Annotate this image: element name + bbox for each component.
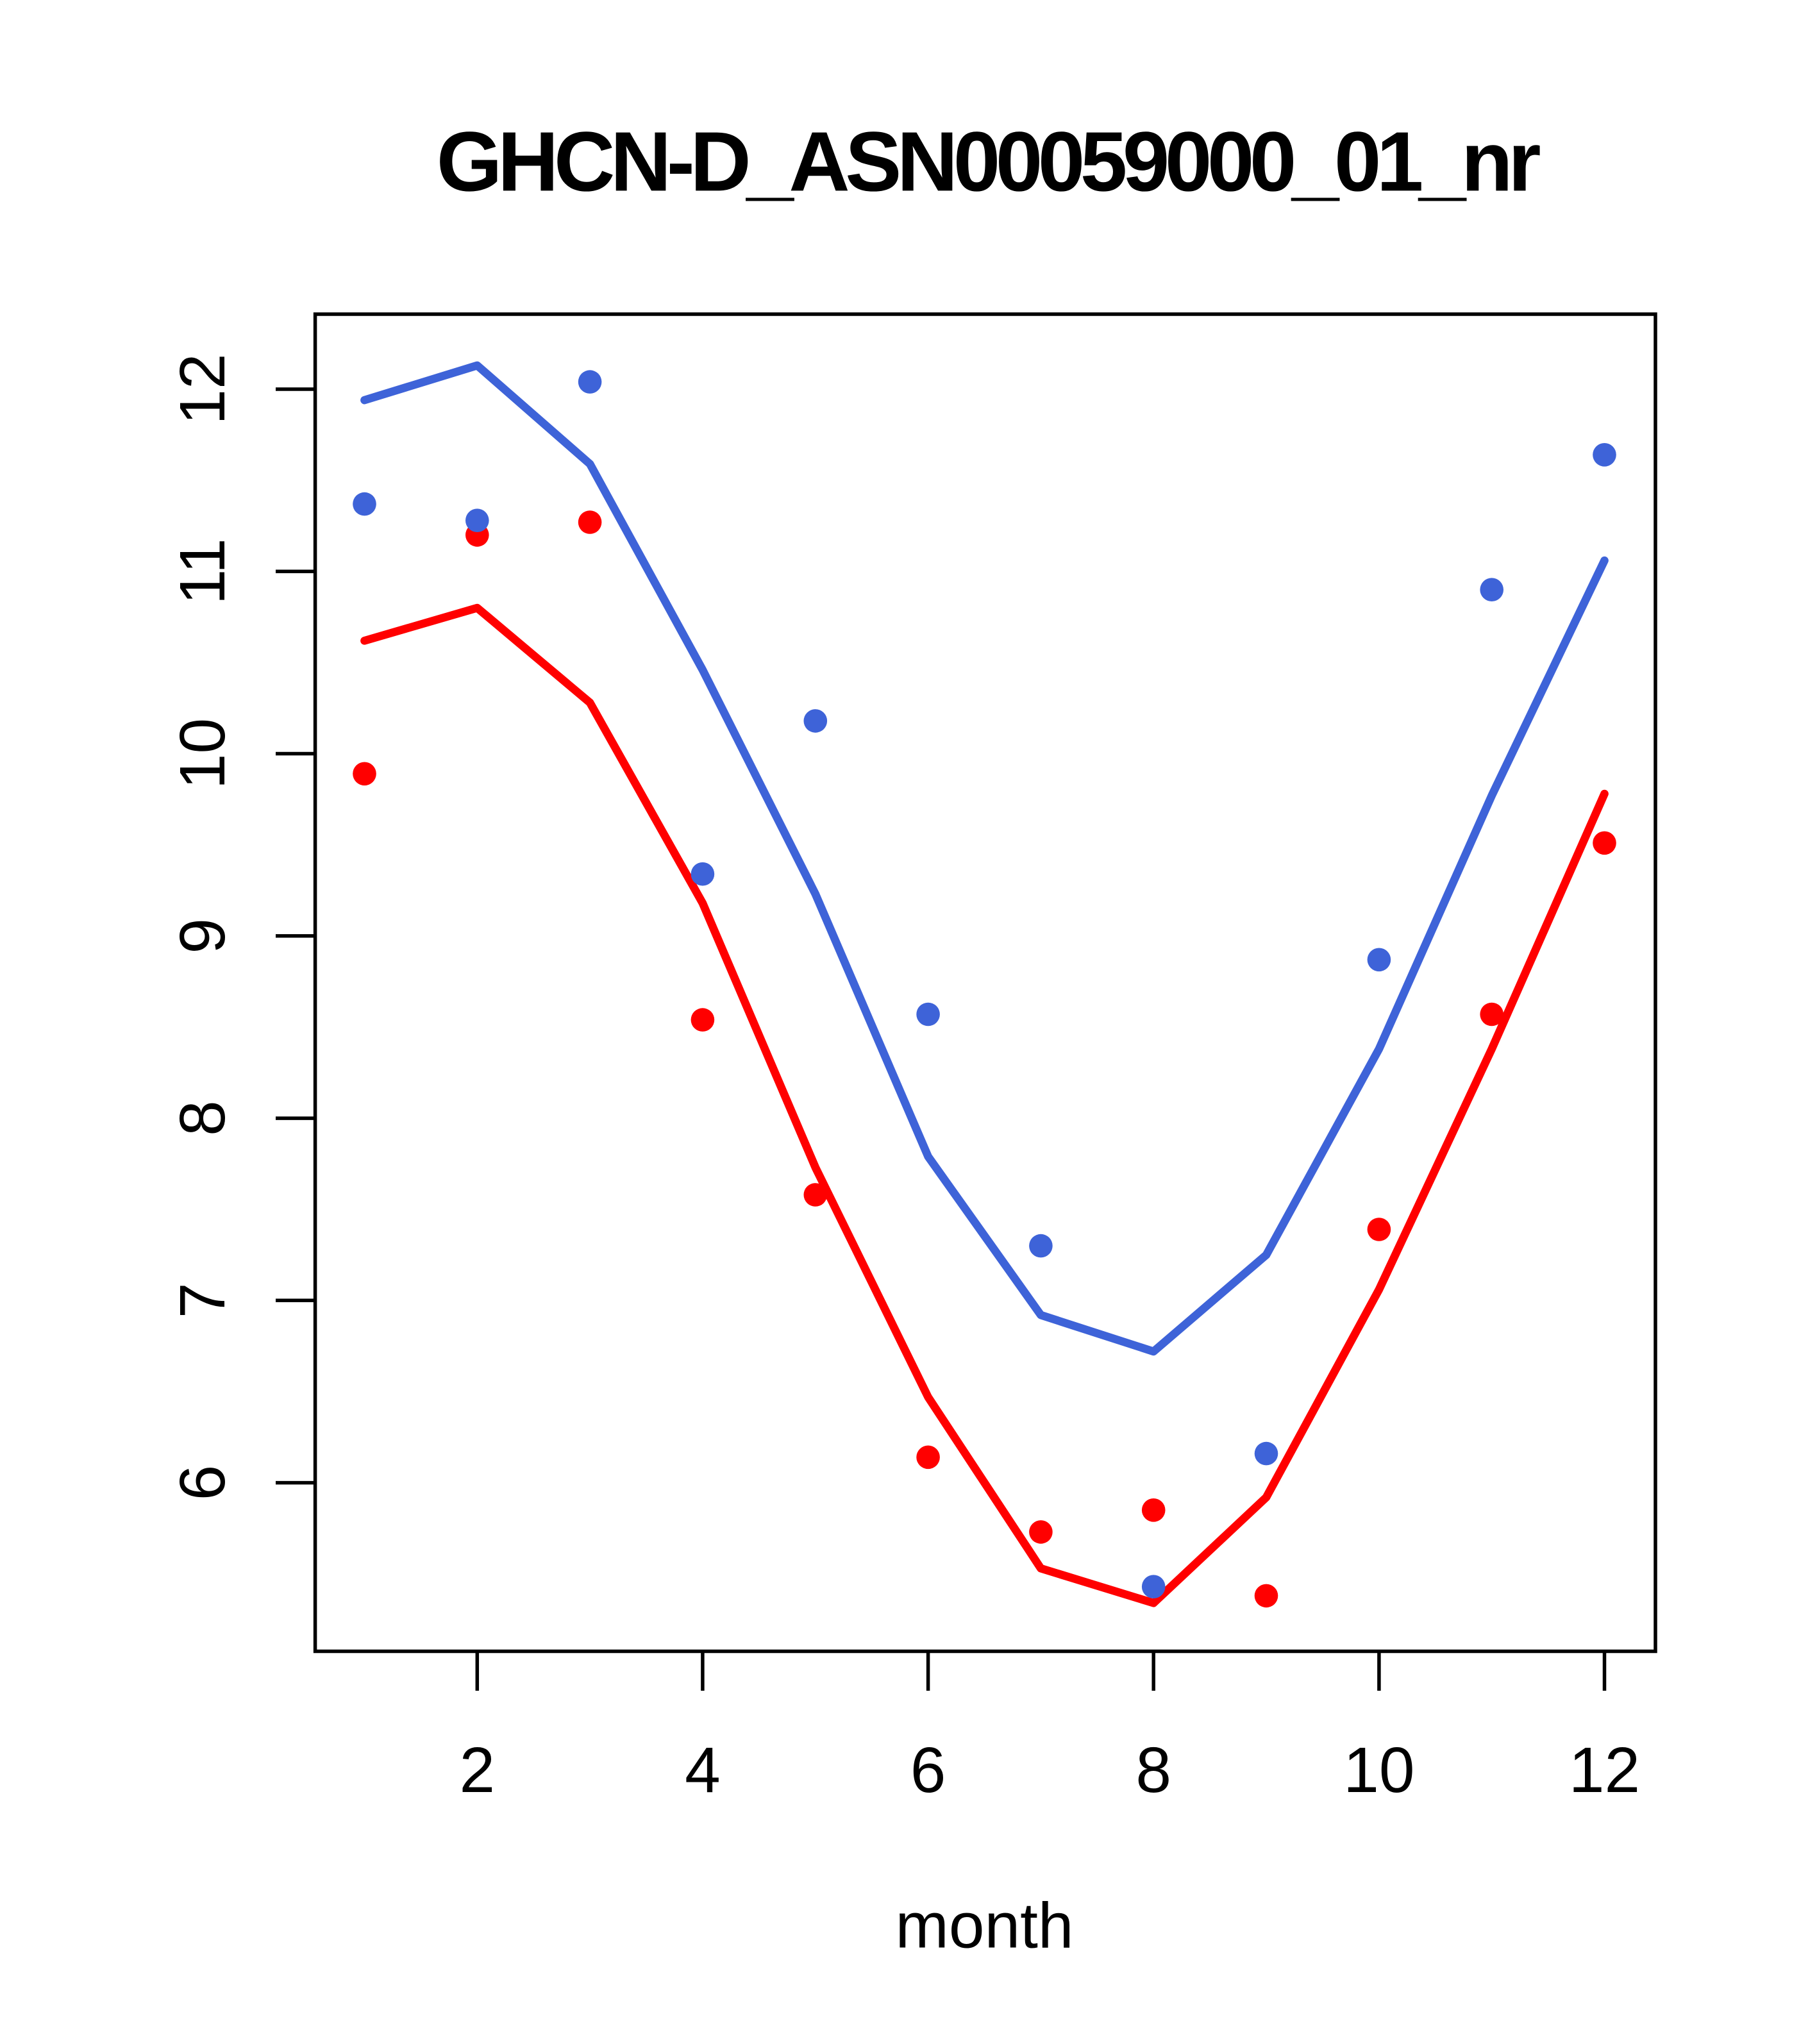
svg-text:10: 10	[167, 718, 239, 789]
svg-text:7: 7	[167, 1282, 239, 1318]
svg-text:8: 8	[1135, 1734, 1171, 1806]
svg-text:12: 12	[167, 353, 239, 424]
svg-text:12: 12	[1569, 1734, 1640, 1806]
svg-text:GHCN-D_ASN00059000_01_nr: GHCN-D_ASN00059000_01_nr	[437, 114, 1540, 208]
svg-text:10: 10	[1343, 1734, 1414, 1806]
svg-text:6: 6	[167, 1465, 239, 1501]
svg-text:9: 9	[167, 918, 239, 954]
svg-text:2: 2	[459, 1734, 495, 1806]
svg-text:4: 4	[685, 1734, 721, 1806]
svg-text:6: 6	[910, 1734, 946, 1806]
svg-text:11: 11	[167, 538, 239, 605]
svg-text:month: month	[896, 1890, 1074, 1962]
svg-text:8: 8	[167, 1100, 239, 1136]
